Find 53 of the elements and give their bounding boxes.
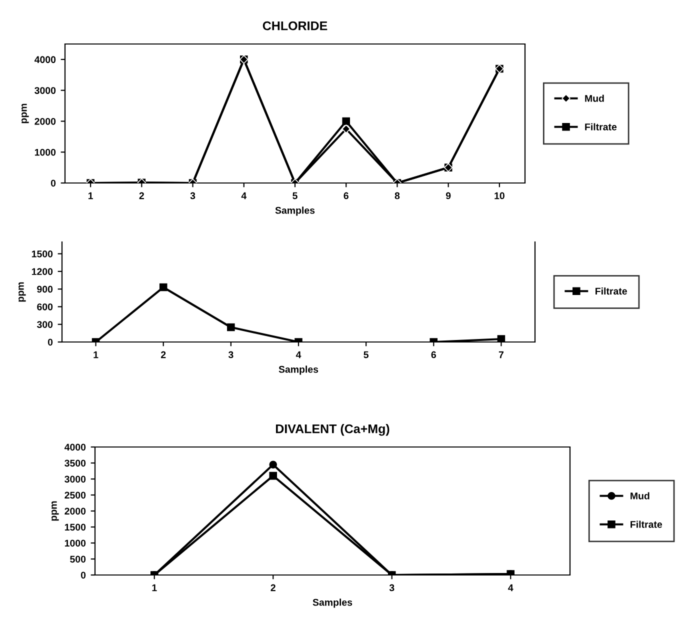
x-tick-label: 3 bbox=[190, 192, 196, 200]
y-tick-label: 500 bbox=[70, 556, 86, 563]
y-tick-label: 0 bbox=[80, 572, 86, 579]
y-tick-label: 2000 bbox=[34, 118, 56, 125]
y-axis-title: ppm bbox=[22, 104, 29, 124]
x-tick-label: 2 bbox=[270, 584, 276, 592]
y-tick-label: 3000 bbox=[64, 476, 86, 483]
x-axis-title: Samples bbox=[275, 206, 315, 216]
x-tick-label: 1 bbox=[152, 584, 157, 592]
x-tick-label: 4 bbox=[508, 584, 514, 592]
x-tick-label: 3 bbox=[228, 351, 234, 358]
x-axis-title: Samples bbox=[312, 598, 352, 608]
x-tick-label: 5 bbox=[364, 351, 369, 358]
x-tick-label: 8 bbox=[394, 192, 400, 200]
x-tick-label: 1 bbox=[94, 351, 98, 358]
legend-label: Filtrate bbox=[585, 123, 617, 130]
x-tick-label: 3 bbox=[389, 584, 394, 592]
y-tick-label: 2000 bbox=[64, 508, 86, 515]
y-tick-label: 4000 bbox=[64, 444, 86, 451]
x-tick-label: 4 bbox=[241, 192, 247, 200]
x-tick-label: 10 bbox=[494, 192, 504, 200]
chart-title: DIVALENT (Ca+Mg) bbox=[276, 424, 390, 436]
x-tick-label: 2 bbox=[160, 351, 166, 358]
y-tick-label: 3000 bbox=[34, 87, 56, 94]
x-tick-label: 2 bbox=[139, 192, 144, 200]
y-axis-title: ppm bbox=[52, 501, 59, 521]
legend-label: Mud bbox=[630, 492, 650, 500]
y-tick-label: 2500 bbox=[64, 492, 86, 499]
y-tick-label: 1500 bbox=[32, 250, 53, 258]
y-axis-title: ppm bbox=[18, 282, 26, 302]
y-tick-label: 1500 bbox=[64, 524, 86, 531]
x-tick-label: 6 bbox=[344, 192, 348, 200]
x-tick-label: 5 bbox=[292, 192, 298, 200]
y-tick-label: 4000 bbox=[34, 56, 56, 64]
y-tick-label: 900 bbox=[37, 286, 53, 293]
chart-title: CHLORIDE bbox=[262, 21, 328, 30]
y-tick-label: 600 bbox=[37, 303, 53, 310]
legend-label: Filtrate bbox=[596, 287, 627, 295]
legend-label: Filtrate bbox=[630, 520, 662, 528]
x-tick-label: 4 bbox=[296, 351, 302, 358]
x-tick-label: 1 bbox=[88, 192, 93, 200]
y-tick-label: 0 bbox=[48, 338, 53, 346]
y-tick-label: 3500 bbox=[64, 460, 86, 467]
y-tick-label: 0 bbox=[50, 180, 56, 187]
y-tick-label: 300 bbox=[36, 321, 53, 328]
x-tick-label: 7 bbox=[498, 351, 504, 358]
legend-label: Mud bbox=[585, 94, 604, 102]
x-tick-label: 9 bbox=[446, 192, 451, 200]
y-tick-label: 1200 bbox=[32, 268, 53, 276]
x-tick-label: 6 bbox=[431, 351, 436, 358]
x-axis-title: Samples bbox=[278, 366, 318, 375]
y-tick-label: 1000 bbox=[34, 148, 56, 156]
y-tick-label: 1000 bbox=[64, 540, 86, 547]
